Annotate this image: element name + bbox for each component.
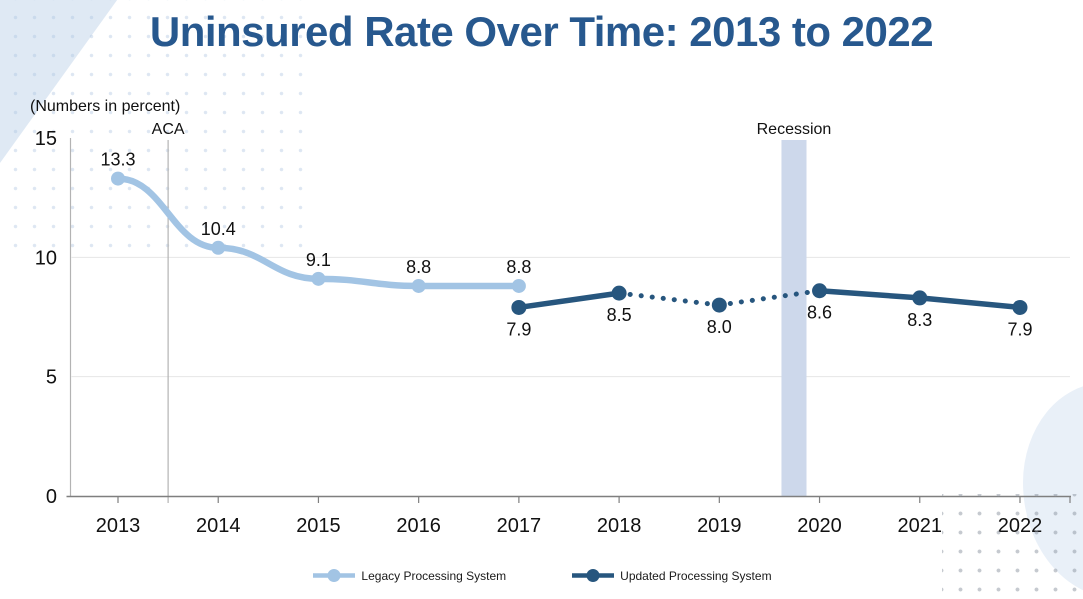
aca-label: ACA: [152, 121, 185, 138]
updated-series-marker-icon: [572, 569, 615, 582]
x-tick-label-2021: 2021: [898, 515, 943, 537]
x-tick-label-2017: 2017: [497, 515, 542, 537]
x-tick-label-2013: 2013: [96, 515, 141, 537]
legacy-line-segment: [214, 244, 322, 283]
x-tick-label-2018: 2018: [597, 515, 642, 537]
recession-band: [781, 140, 807, 496]
chart-legend: Legacy Processing System Updated Process…: [0, 568, 1083, 583]
legend-item-legacy: Legacy Processing System: [311, 568, 506, 583]
updated-data-label-2020: 8.6: [807, 303, 832, 323]
legend-item-updated: Updated Processing System: [570, 568, 772, 583]
updated-data-label-2017: 7.9: [506, 319, 531, 339]
page-title: Uninsured Rate Over Time: 2013 to 2022: [149, 8, 934, 55]
legacy-marker-2016: [411, 278, 426, 293]
y-tick-label-10: 10: [35, 247, 57, 269]
x-tick-label-2015: 2015: [296, 515, 341, 537]
legacy-data-label-2016: 8.8: [406, 257, 431, 277]
legacy-line-segment: [114, 175, 222, 252]
legacy-series-marker-icon: [313, 569, 356, 582]
x-tick-label-2019: 2019: [697, 515, 742, 537]
legacy-marker-2017: [511, 278, 526, 293]
legend-label-updated: Updated Processing System: [620, 568, 772, 583]
updated-line-segment: [917, 295, 1023, 311]
x-tick-label-2014: 2014: [196, 515, 241, 537]
units-note: (Numbers in percent): [30, 98, 181, 115]
x-tick-label-2020: 2020: [797, 515, 842, 537]
updated-marker-2017: [511, 299, 527, 315]
x-tick-label-2016: 2016: [396, 515, 441, 537]
legend-label-legacy: Legacy Processing System: [361, 568, 507, 583]
y-tick-label-5: 5: [46, 367, 57, 389]
legacy-data-label-2014: 10.4: [201, 219, 236, 239]
legacy-marker-2015: [311, 271, 326, 286]
updated-marker-2019: [711, 297, 727, 313]
updated-line-segment: [816, 287, 923, 301]
updated-data-label-2018: 8.5: [607, 305, 632, 325]
updated-data-label-2019: 8.0: [707, 317, 732, 337]
recession-label: Recession: [757, 121, 832, 138]
updated-data-label-2021: 8.3: [907, 310, 932, 330]
updated-data-label-2022: 7.9: [1007, 319, 1032, 339]
updated-marker-2020: [812, 283, 828, 299]
updated-line-segment-dotted: [616, 290, 722, 308]
updated-line-segment: [516, 290, 622, 311]
legacy-data-label-2015: 9.1: [306, 250, 331, 270]
legacy-marker-2014: [211, 240, 226, 255]
legacy-marker-2013: [111, 171, 125, 186]
legacy-data-label-2017: 8.8: [506, 257, 531, 277]
y-tick-label-15: 15: [35, 128, 57, 150]
y-tick-label-0: 0: [46, 486, 57, 508]
updated-marker-2022: [1012, 299, 1028, 315]
x-tick-label-2022: 2022: [998, 515, 1043, 537]
legacy-data-label-2013: 13.3: [100, 150, 135, 170]
updated-marker-2021: [912, 290, 928, 306]
legacy-line-segment: [315, 275, 422, 290]
updated-marker-2018: [611, 285, 627, 301]
